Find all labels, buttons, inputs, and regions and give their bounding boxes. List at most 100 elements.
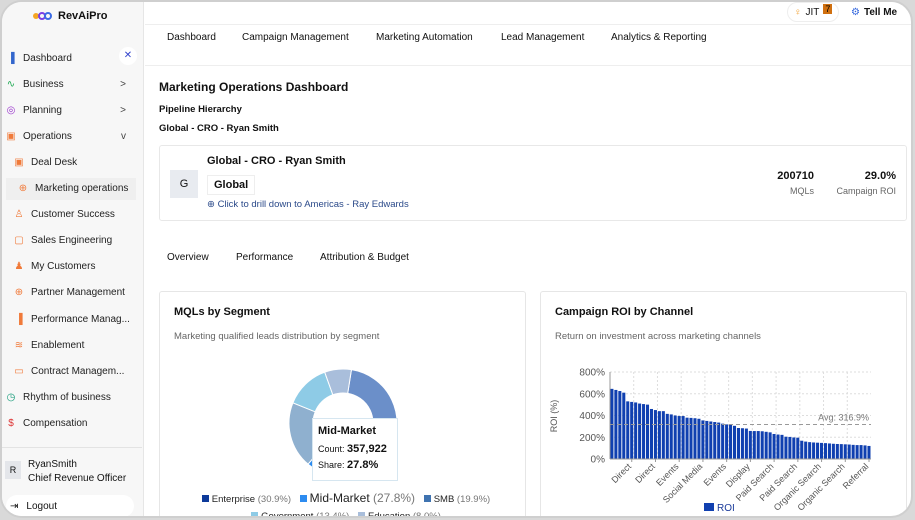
sidebar-item-customer-success[interactable]: ♙ Customer Success <box>2 204 140 226</box>
roi-bar[interactable] <box>851 444 855 459</box>
roi-bar[interactable] <box>768 432 772 459</box>
roi-bar[interactable] <box>673 415 677 460</box>
roi-bar[interactable] <box>788 436 792 459</box>
roi-bar[interactable] <box>657 411 661 459</box>
roi-bar[interactable] <box>661 411 665 459</box>
roi-bar[interactable] <box>804 441 808 459</box>
roi-bar[interactable] <box>792 437 796 459</box>
roi-bar[interactable] <box>855 445 859 459</box>
roi-bar[interactable] <box>760 431 764 459</box>
roi-bar[interactable] <box>831 443 835 459</box>
roi-bar[interactable] <box>713 422 717 459</box>
tab-marketing-automation[interactable]: Marketing Automation <box>376 32 473 43</box>
subtab-attribution-budget[interactable]: Attribution & Budget <box>320 252 409 263</box>
legend-item-mid-market[interactable]: Mid-Market (27.8%) <box>294 491 415 505</box>
user-info[interactable]: RyanSmith Chief Revenue Officer <box>28 458 126 486</box>
legend-item-enterprise[interactable]: Enterprise (30.9%) <box>196 494 291 505</box>
roi-bar[interactable] <box>736 428 740 459</box>
roi-bar[interactable] <box>729 424 733 459</box>
legend-item-education[interactable]: Education (8.0%) <box>352 511 441 516</box>
roi-bar[interactable] <box>764 431 768 459</box>
legend-item-government[interactable]: Government (13.4%) <box>245 511 349 516</box>
roi-bar[interactable] <box>823 443 827 459</box>
roi-bar[interactable] <box>772 433 776 459</box>
roi-bar[interactable] <box>847 444 851 459</box>
roi-bar[interactable] <box>819 442 824 459</box>
sidebar-item-planning[interactable]: ◎ Planning > <box>2 99 140 121</box>
roi-bar[interactable] <box>701 420 705 459</box>
legend-item-smb[interactable]: SMB (19.9%) <box>418 494 490 505</box>
roi-bar[interactable] <box>649 408 653 459</box>
roi-bar[interactable] <box>717 422 721 459</box>
roi-bar[interactable] <box>685 417 689 459</box>
roi-bar[interactable] <box>614 389 618 459</box>
subtab-performance[interactable]: Performance <box>236 252 294 263</box>
sidebar-item-deal-desk[interactable]: ▣ Deal Desk <box>2 151 140 173</box>
roi-bar[interactable] <box>796 437 800 459</box>
roi-bar[interactable] <box>638 403 642 459</box>
roi-bar[interactable] <box>677 416 681 459</box>
chevron-right-icon[interactable]: > <box>120 104 126 116</box>
sidebar-item-operations[interactable]: ▣ Operations v <box>2 125 140 147</box>
sidebar-item-enablement[interactable]: ≋ Enablement <box>2 334 140 356</box>
roi-bar[interactable] <box>709 421 713 459</box>
sidebar-item-sales-engineering[interactable]: ▢ Sales Engineering <box>2 230 140 252</box>
sidebar-item-my-customers[interactable]: ♟ My Customers <box>2 256 140 278</box>
sidebar-item-compensation[interactable]: $ Compensation <box>2 412 140 434</box>
roi-bar[interactable] <box>740 428 744 459</box>
roi-bar[interactable] <box>827 443 831 459</box>
sidebar-item-dashboard[interactable]: ▐ Dashboard <box>2 47 140 69</box>
sidebar-item-business[interactable]: ∿ Business > <box>2 73 140 95</box>
chevron-right-icon[interactable]: > <box>120 78 126 90</box>
roi-bar[interactable] <box>812 442 816 459</box>
tab-dashboard[interactable]: Dashboard <box>167 32 216 43</box>
roi-bar[interactable] <box>835 443 839 459</box>
roi-bar[interactable] <box>681 416 685 459</box>
sidebar-item-performance-manag-[interactable]: ▐ Performance Manag... <box>2 308 140 330</box>
roi-bar[interactable] <box>693 418 697 459</box>
drill-down-link[interactable]: ⊕ Click to drill down to Americas - Ray … <box>207 199 409 210</box>
roi-bar[interactable] <box>744 428 748 459</box>
chevron-down-icon[interactable]: v <box>121 130 126 142</box>
roi-bar[interactable] <box>669 414 673 459</box>
roi-bar[interactable] <box>697 418 701 459</box>
roi-bar[interactable] <box>721 423 725 459</box>
roi-bar[interactable] <box>756 431 760 459</box>
roi-bar[interactable] <box>859 445 863 459</box>
roi-bar[interactable] <box>630 401 634 459</box>
logout-button[interactable]: ⇥ Logout <box>6 495 134 516</box>
roi-bar[interactable] <box>725 424 729 459</box>
sidebar-item-marketing-operations[interactable]: ⊕ Marketing operations <box>6 177 136 200</box>
jit-button[interactable]: ♀ JIT 7 <box>787 2 840 22</box>
sidebar-item-rhythm-of-business[interactable]: ◷ Rhythm of business <box>2 386 140 408</box>
unpin-sidebar-button[interactable]: ✕ <box>119 47 137 65</box>
roi-bar[interactable] <box>705 420 709 459</box>
tab-analytics-reporting[interactable]: Analytics & Reporting <box>611 32 707 43</box>
roi-bar[interactable] <box>634 402 638 459</box>
donut-slice-education[interactable] <box>324 368 353 396</box>
roi-bar[interactable] <box>689 417 693 459</box>
legend-label[interactable]: ROI <box>717 503 735 514</box>
sidebar-item-partner-management[interactable]: ⊕ Partner Management <box>2 282 140 304</box>
roi-bar[interactable] <box>748 430 752 459</box>
roi-bar[interactable] <box>780 434 784 459</box>
roi-bar[interactable] <box>863 445 867 459</box>
roi-bar[interactable] <box>626 401 630 459</box>
sidebar-item-contract-managem-[interactable]: ▭ Contract Managem... <box>2 360 140 382</box>
roi-bar[interactable] <box>800 440 804 459</box>
roi-bar[interactable] <box>642 404 646 459</box>
roi-bar[interactable] <box>784 436 788 459</box>
roi-bar[interactable] <box>622 392 626 459</box>
roi-bar[interactable] <box>816 442 820 459</box>
roi-bar[interactable] <box>610 388 614 459</box>
roi-bar[interactable] <box>839 444 843 459</box>
roi-bar[interactable] <box>665 413 669 459</box>
tab-lead-management[interactable]: Lead Management <box>501 32 585 43</box>
tab-campaign-management[interactable]: Campaign Management <box>242 32 349 43</box>
roi-bar[interactable] <box>752 431 756 459</box>
roi-bar[interactable] <box>808 442 812 459</box>
roi-bar[interactable] <box>867 445 871 459</box>
roi-bar[interactable] <box>653 410 657 459</box>
tell-me-button[interactable]: ⚙ Tell Me <box>845 2 904 22</box>
subtab-overview[interactable]: Overview <box>167 252 209 263</box>
